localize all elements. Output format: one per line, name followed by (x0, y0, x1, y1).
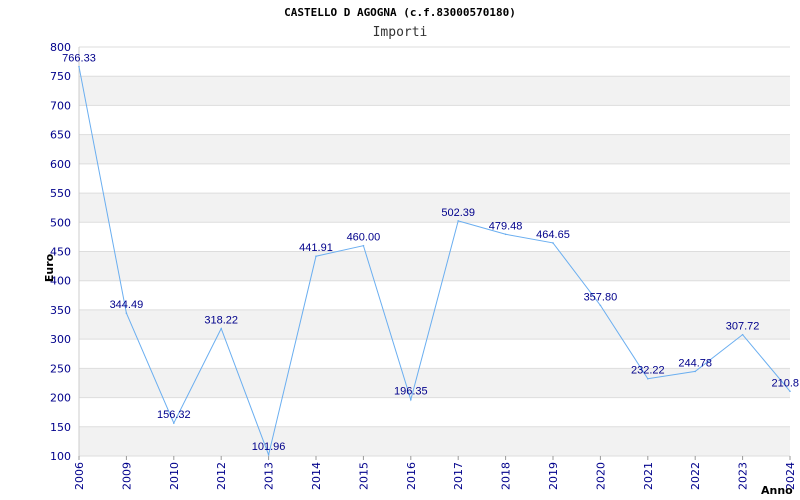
grid-band (79, 397, 790, 427)
y-tick-label: 500 (50, 216, 71, 229)
grid-band (79, 105, 790, 135)
data-label: 156.32 (157, 409, 191, 421)
y-tick-label: 100 (50, 450, 71, 463)
x-tick-label: 2019 (547, 462, 560, 490)
data-label: 307.72 (726, 321, 760, 333)
data-point (504, 233, 507, 236)
data-point (220, 327, 222, 330)
grid-band (79, 368, 790, 398)
x-tick-label: 2023 (737, 462, 750, 490)
y-tick-label: 450 (50, 246, 71, 259)
data-label: 318.22 (204, 314, 238, 326)
x-tick-label: 2020 (594, 462, 607, 490)
x-tick-label: 2015 (357, 462, 370, 490)
x-tick-label: 2021 (642, 462, 655, 490)
x-tick-label: 2014 (310, 462, 323, 490)
data-point (173, 422, 175, 424)
data-point (599, 304, 602, 307)
y-tick-label: 150 (50, 421, 71, 434)
grid-band (79, 47, 790, 77)
y-tick-label: 550 (50, 187, 71, 200)
y-tick-label: 400 (50, 275, 71, 288)
grid-band (79, 193, 790, 223)
data-point (410, 398, 412, 401)
chart-title: CASTELLO D AGOGNA (c.f.83000570180) (284, 6, 516, 19)
data-label: 196.35 (394, 386, 428, 398)
data-point (647, 377, 649, 380)
data-label: 464.65 (536, 229, 570, 241)
data-label: 479.48 (489, 220, 523, 232)
data-label: 210.8 (771, 377, 799, 389)
grid-band (79, 280, 790, 310)
chart-subtitle: Importi (372, 25, 428, 40)
data-point (741, 333, 744, 336)
x-tick-label: 2018 (500, 462, 513, 490)
x-axis-label: Anno (761, 484, 793, 497)
data-point (552, 242, 554, 244)
x-tick-label: 2016 (405, 462, 418, 490)
x-tick-label: 2013 (263, 462, 276, 490)
data-label: 244.78 (678, 357, 712, 369)
data-point (267, 454, 270, 456)
grid-band (79, 222, 790, 252)
data-label: 502.39 (441, 207, 475, 219)
grid-band (79, 251, 790, 281)
data-point (789, 390, 791, 393)
grid-band (79, 163, 790, 194)
data-point (315, 255, 317, 258)
data-point (78, 65, 80, 68)
y-tick-label: 600 (50, 158, 71, 171)
y-tick-label: 350 (50, 304, 71, 317)
data-point (125, 312, 128, 314)
x-tick-label: 2010 (168, 462, 181, 490)
grid-band (79, 309, 790, 340)
data-label: 766.33 (62, 53, 96, 65)
y-tick-label: 300 (50, 333, 71, 346)
grid-band (79, 134, 790, 164)
data-point (362, 244, 365, 247)
data-label: 232.22 (631, 365, 665, 377)
y-tick-label: 200 (50, 392, 71, 405)
grid-band (79, 426, 790, 456)
data-point (694, 370, 696, 373)
x-tick-label: 2022 (689, 462, 702, 490)
series-line (78, 66, 791, 457)
grid-band (79, 76, 790, 106)
data-label: 441.91 (299, 242, 333, 254)
x-tick-label: 2017 (452, 462, 465, 490)
y-tick-label: 700 (50, 99, 71, 112)
data-label: 344.49 (110, 299, 144, 311)
data-label: 357.80 (584, 291, 618, 303)
y-tick-label: 650 (50, 129, 71, 142)
y-axis-label: Euro (43, 253, 56, 282)
y-tick-label: 250 (50, 362, 71, 375)
data-label: 101.96 (252, 441, 286, 453)
grid-band (79, 339, 790, 369)
x-tick-label: 2024 (784, 462, 797, 490)
y-tick-label: 750 (50, 70, 71, 83)
x-tick-label: 2006 (73, 462, 86, 490)
x-tick-label: 2012 (215, 462, 228, 490)
y-tick-label: 800 (50, 41, 71, 54)
data-point (457, 220, 460, 222)
x-tick-label: 2009 (120, 462, 133, 490)
data-label: 460.00 (347, 232, 381, 244)
